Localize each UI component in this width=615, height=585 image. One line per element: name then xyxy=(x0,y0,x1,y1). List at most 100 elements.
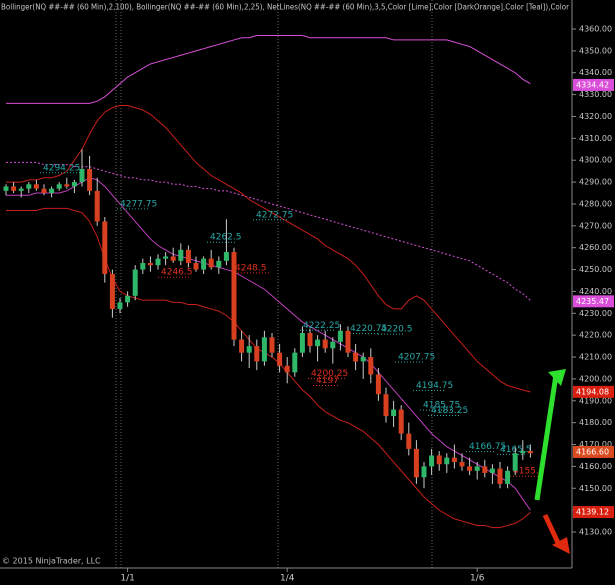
candle-body xyxy=(41,188,47,194)
candle-body xyxy=(11,186,17,191)
candle-body xyxy=(71,182,77,187)
price-badge-label: 4194.08 xyxy=(576,387,609,396)
net-line-label: 4155.5 xyxy=(513,467,545,477)
candle-body xyxy=(261,337,267,362)
y-tick-label: 4260.00 xyxy=(579,243,612,252)
candle-body xyxy=(284,365,290,373)
price-badge-label: 4235.47 xyxy=(576,297,609,306)
candle-body xyxy=(505,470,511,484)
candle-body xyxy=(436,455,442,465)
y-tick-label: 4310.00 xyxy=(579,134,612,143)
candle-body xyxy=(201,258,207,270)
x-tick-label: 1/6 xyxy=(470,574,485,584)
candle-body xyxy=(140,263,146,270)
candle-body xyxy=(269,337,275,353)
candle-body xyxy=(163,256,169,259)
candle-body xyxy=(315,339,321,347)
candle-body xyxy=(474,466,480,471)
candle-body xyxy=(360,357,366,362)
candle-body xyxy=(18,188,24,191)
price-badge xyxy=(573,385,614,398)
candle-body xyxy=(170,256,176,261)
y-tick-label: 4160.00 xyxy=(579,462,612,471)
y-tick-label: 4130.00 xyxy=(579,528,612,537)
candle-body xyxy=(330,341,336,349)
net-line-label: 4222.25 xyxy=(303,321,340,331)
candle-body xyxy=(208,258,214,268)
band-line xyxy=(6,207,531,529)
y-tick-label: 4170.00 xyxy=(579,440,612,449)
price-badge-label: 4334.42 xyxy=(576,80,609,89)
candle-body xyxy=(79,168,85,183)
candle-body xyxy=(375,374,381,395)
candle-body xyxy=(391,409,397,417)
net-line-label: 4262.5 xyxy=(210,233,242,243)
candle-body xyxy=(26,184,32,189)
net-line-label: 4207.75 xyxy=(398,352,435,362)
candle-body xyxy=(406,433,412,449)
candle-body xyxy=(155,258,161,266)
candle-body xyxy=(102,221,108,274)
up-arrow xyxy=(534,374,559,501)
y-tick-label: 4320.00 xyxy=(579,112,612,121)
candle-body xyxy=(353,352,359,362)
candle-body xyxy=(482,466,488,473)
candle-body xyxy=(56,184,62,189)
net-line-label: 4246.5 xyxy=(161,268,193,278)
candle-body xyxy=(231,252,237,340)
price-badge xyxy=(573,506,614,519)
net-line-label: 4272.75 xyxy=(256,210,293,220)
y-tick-label: 4270.00 xyxy=(579,221,612,230)
candle-body xyxy=(299,332,305,353)
band-line xyxy=(6,35,531,104)
y-tick-label: 4280.00 xyxy=(579,199,612,208)
band-line xyxy=(6,105,531,393)
candle-body xyxy=(87,168,93,191)
y-tick-label: 4150.00 xyxy=(579,484,612,493)
price-badge xyxy=(573,78,614,91)
y-tick-label: 4180.00 xyxy=(579,418,612,427)
candle-body xyxy=(421,466,427,478)
x-tick-label: 1/4 xyxy=(280,574,295,584)
candle-body xyxy=(497,468,503,484)
y-tick-label: 4230.00 xyxy=(579,309,612,318)
net-line-label: 4200.25 xyxy=(311,369,348,379)
candle-body xyxy=(125,295,131,303)
y-tick-label: 4250.00 xyxy=(579,265,612,274)
candle-body xyxy=(33,184,39,189)
net-line-label: 4165.5 xyxy=(500,445,532,455)
price-badge xyxy=(573,295,614,308)
candle-body xyxy=(132,269,138,296)
net-line-label: 4166.75 xyxy=(469,442,506,452)
band-line xyxy=(6,161,531,301)
candle-body xyxy=(117,302,123,309)
y-tick-label: 4210.00 xyxy=(579,353,612,362)
x-tick-label: 1/1 xyxy=(120,574,134,584)
net-line-label: 4197 xyxy=(316,376,339,386)
price-badge-label: 4166.60 xyxy=(576,447,609,456)
y-tick-label: 4350.00 xyxy=(579,46,612,55)
net-line-label: 4277.75 xyxy=(120,199,157,209)
candle-body xyxy=(49,188,55,194)
up-arrow-head xyxy=(548,369,566,386)
candle-body xyxy=(444,457,450,465)
price-badge xyxy=(573,445,614,458)
candle-body xyxy=(459,462,465,467)
y-tick-label: 4330.00 xyxy=(579,90,612,99)
candle-body xyxy=(216,260,222,268)
net-line-label: 4294.25 xyxy=(43,163,80,173)
candle-body xyxy=(64,184,70,187)
session-breaks xyxy=(115,0,433,568)
net-line-label: 4248.5 xyxy=(235,263,267,273)
net-line-label: 4183.25 xyxy=(431,406,468,416)
candle-body xyxy=(429,455,435,467)
candle-body xyxy=(254,346,260,362)
net-line-label: 4185.75 xyxy=(423,401,460,411)
candle-body xyxy=(193,263,199,270)
candle-body xyxy=(94,190,100,222)
candle-body xyxy=(489,468,495,473)
net-line-label: 4194.75 xyxy=(416,381,453,391)
y-tick-label: 4240.00 xyxy=(579,287,612,296)
y-tick-label: 4200.00 xyxy=(579,374,612,383)
